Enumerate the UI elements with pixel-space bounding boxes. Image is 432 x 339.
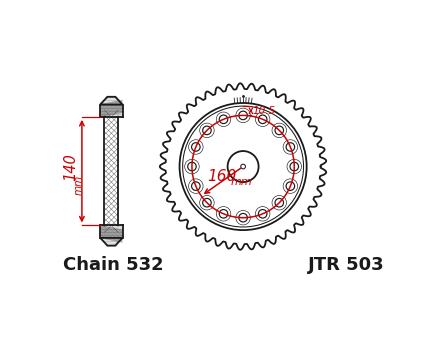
Text: 10.5: 10.5 — [252, 106, 276, 116]
Circle shape — [203, 126, 211, 135]
Text: JTR 503: JTR 503 — [308, 256, 384, 274]
Circle shape — [286, 182, 295, 191]
Circle shape — [191, 143, 200, 151]
Text: mm: mm — [74, 175, 84, 195]
Circle shape — [219, 115, 228, 123]
Text: mm: mm — [231, 177, 252, 187]
Circle shape — [239, 111, 248, 120]
Circle shape — [275, 126, 283, 135]
Circle shape — [258, 210, 267, 218]
Circle shape — [275, 198, 283, 207]
Circle shape — [290, 162, 299, 171]
Circle shape — [228, 151, 259, 182]
Circle shape — [239, 214, 248, 222]
Circle shape — [187, 162, 196, 171]
Circle shape — [219, 210, 228, 218]
Circle shape — [286, 143, 295, 151]
Circle shape — [203, 198, 211, 207]
Circle shape — [191, 182, 200, 191]
Text: 140: 140 — [64, 154, 79, 181]
Text: Chain 532: Chain 532 — [63, 256, 163, 274]
Text: 160: 160 — [207, 169, 236, 184]
Circle shape — [258, 115, 267, 123]
